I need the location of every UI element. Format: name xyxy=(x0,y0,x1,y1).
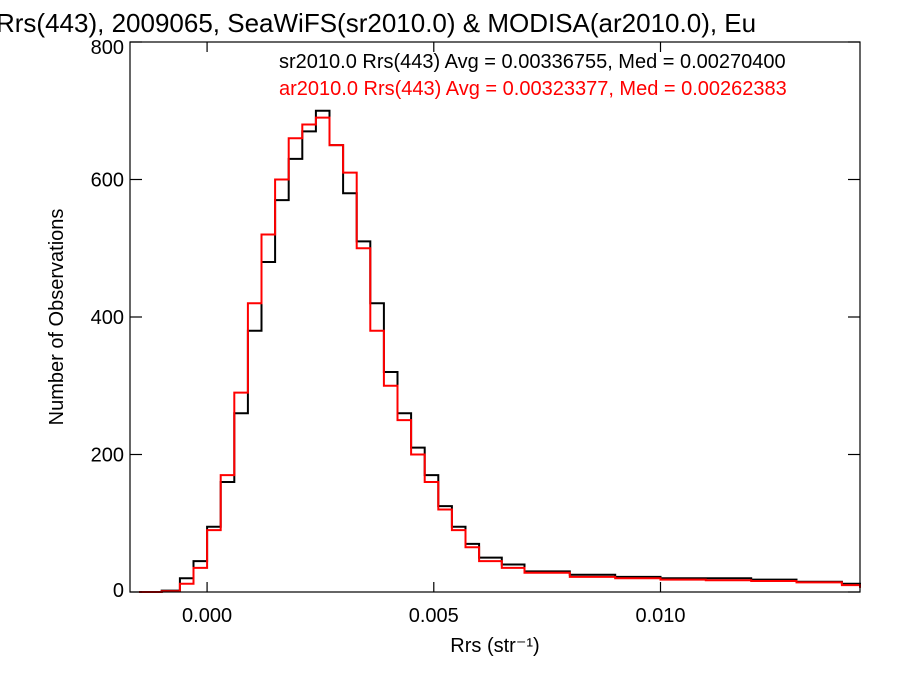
x-tick-label: 0.000 xyxy=(182,605,232,627)
x-axis-label: Rrs (str⁻¹) xyxy=(450,635,539,657)
x-tick-label: 0.010 xyxy=(635,605,685,627)
y-tick-label: 200 xyxy=(91,445,124,467)
legend-entry-sr2010: sr2010.0 Rrs(443) Avg = 0.00336755, Med … xyxy=(279,51,786,73)
y-axis: 0 200 400 600 800 xyxy=(91,37,860,602)
plot-frame xyxy=(129,41,861,593)
series-layer xyxy=(139,109,861,593)
y-tick-label: 400 xyxy=(91,307,124,329)
x-axis: 0.000 0.005 0.010 xyxy=(182,42,686,627)
y-tick-label: 800 xyxy=(91,37,124,59)
chart-title: Rrs(443), 2009065, SeaWiFS(sr2010.0) & M… xyxy=(0,8,756,38)
x-tick-label: 0.005 xyxy=(409,605,459,627)
y-tick-label: 600 xyxy=(91,170,124,192)
y-axis-label: Number of Observations xyxy=(46,209,68,426)
legend-entry-ar2010: ar2010.0 Rrs(443) Avg = 0.00323377, Med … xyxy=(279,78,787,100)
y-tick-label: 0 xyxy=(113,580,124,602)
series-line-ar20100 xyxy=(139,116,861,593)
